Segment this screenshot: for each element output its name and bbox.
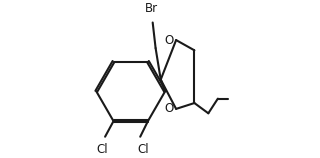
Text: O: O bbox=[165, 33, 174, 47]
Text: Cl: Cl bbox=[137, 143, 149, 156]
Text: Cl: Cl bbox=[96, 143, 108, 156]
Text: O: O bbox=[165, 102, 174, 115]
Text: Br: Br bbox=[145, 2, 158, 15]
